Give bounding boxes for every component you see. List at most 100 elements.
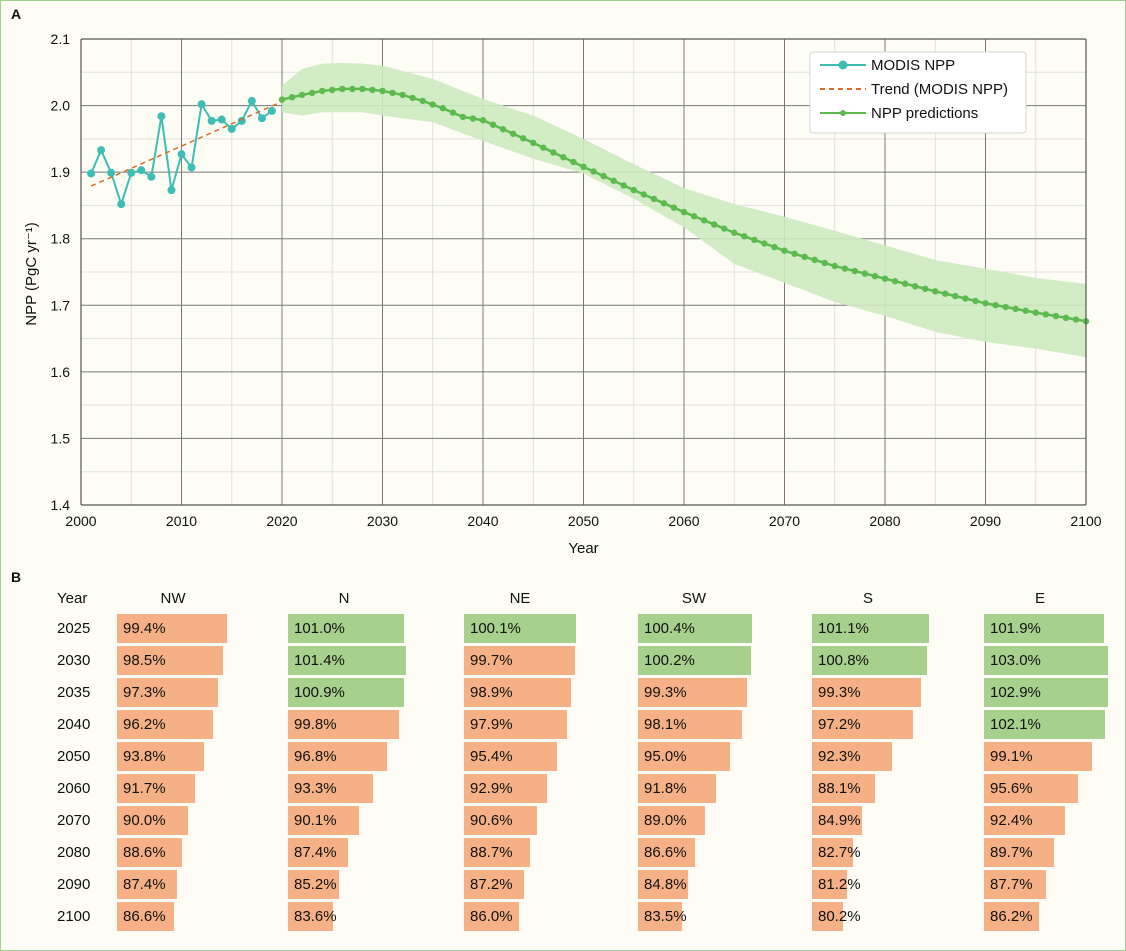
npp-prediction-point (771, 243, 778, 251)
npp-prediction-point (962, 295, 969, 302)
npp-prediction-point (1022, 307, 1029, 314)
x-tick-label: 2040 (467, 513, 498, 529)
npp-prediction-point (389, 89, 396, 97)
y-axis-title: NPP (PgC yr⁻¹) (23, 222, 40, 325)
npp-prediction-point (369, 86, 376, 94)
npp-prediction-point (982, 300, 989, 307)
npp-prediction-point (590, 168, 597, 175)
modis-npp-point (157, 112, 166, 121)
npp-prediction-point (972, 297, 979, 305)
y-tick-label: 1.6 (51, 364, 71, 380)
legend-entry-label: Trend (MODIS NPP) (871, 81, 1008, 98)
modis-npp-point (207, 116, 216, 125)
panel-a-label: A (11, 6, 22, 22)
npp-prediction-point (610, 177, 617, 184)
npp-prediction-point (952, 292, 959, 300)
npp-prediction-point (881, 275, 889, 282)
npp-prediction-point (801, 253, 808, 261)
modis-npp-point (217, 115, 226, 124)
modis-npp-point (247, 96, 256, 105)
npp-prediction-point (419, 97, 426, 105)
npp-prediction-point (781, 247, 788, 254)
modis-npp-point (177, 150, 186, 159)
legend-swatch-marker (840, 110, 846, 116)
npp-prediction-point (349, 85, 356, 93)
npp-prediction-point (640, 191, 647, 198)
npp-prediction-point (600, 172, 607, 180)
npp-prediction-point (1042, 311, 1050, 318)
npp-prediction-point (459, 113, 467, 121)
y-tick-label: 1.8 (51, 231, 71, 247)
modis-npp-point (147, 172, 156, 181)
npp-line-chart: 2000 2010 2020 2030 2040 2050 2060 2070 2080 2090… (23, 31, 1102, 557)
npp-prediction-point (580, 163, 587, 171)
x-tick-label: 2020 (266, 513, 297, 529)
npp-prediction-point (339, 85, 346, 93)
modis-npp-point (187, 163, 196, 172)
x-tick-label: 2010 (166, 513, 197, 529)
modis-npp-point (267, 106, 276, 115)
y-tick-label: 1.5 (51, 430, 71, 446)
npp-prediction-point (1002, 303, 1009, 311)
npp-prediction-point (811, 256, 818, 264)
npp-prediction-point (429, 101, 436, 108)
npp-prediction-point (861, 270, 869, 277)
npp-prediction-point (499, 126, 507, 133)
npp-prediction-point (700, 217, 708, 224)
modis-npp-point (137, 166, 146, 175)
npp-prediction-point (751, 236, 758, 244)
npp-prediction-point (821, 259, 828, 267)
npp-prediction-point (570, 158, 577, 166)
modis-npp-point (227, 124, 236, 133)
modis-npp-point (97, 146, 106, 155)
npp-prediction-point (841, 265, 848, 272)
npp-prediction-point (660, 200, 668, 207)
npp-prediction-point (379, 87, 386, 95)
plot-frame (80, 38, 1087, 506)
x-axis-title: Year (568, 540, 598, 557)
modis-npp-point (117, 200, 126, 209)
npp-prediction-point (741, 233, 748, 240)
y-tick-label: 2.0 (51, 98, 71, 114)
npp-prediction-point (1052, 312, 1060, 320)
npp-prediction-point (650, 195, 658, 203)
modis-trend-line (90, 100, 283, 187)
npp-prediction-point (731, 229, 738, 236)
npp-prediction-point (308, 89, 316, 97)
npp-prediction-point (298, 91, 306, 99)
y-tick-label: 2.1 (51, 31, 71, 47)
y-tick-label: 1.7 (51, 297, 71, 313)
npp-prediction-point (721, 225, 728, 232)
legend-swatch-marker (838, 60, 848, 70)
modis-npp-point (87, 169, 96, 178)
npp-prediction-point (479, 117, 487, 124)
npp-prediction-point (359, 85, 366, 93)
panel-b-label: B (11, 569, 22, 585)
modis-npp-point (197, 100, 206, 109)
modis-npp-point (107, 168, 116, 177)
npp-prediction-point (992, 301, 999, 309)
npp-prediction-point (530, 139, 537, 147)
npp-prediction-point (1062, 314, 1070, 322)
npp-prediction-point (901, 280, 909, 287)
npp-prediction-point (620, 182, 627, 189)
npp-prediction-point (409, 94, 416, 102)
npp-prediction-point (560, 154, 567, 161)
npp-prediction-point (690, 213, 698, 220)
npp-prediction-point (439, 105, 446, 112)
x-tick-label: 2070 (769, 513, 800, 529)
npp-prediction-point (680, 208, 688, 216)
npp-prediction-point (509, 130, 517, 137)
npp-prediction-point (922, 285, 929, 292)
npp-prediction-point (1012, 305, 1019, 313)
npp-prediction-point (791, 250, 798, 257)
modis-npp-point (167, 186, 176, 195)
npp-prediction-point (399, 91, 406, 99)
npp-prediction-point (319, 87, 326, 95)
npp-prediction-point (469, 115, 477, 122)
npp-prediction-point (278, 96, 286, 103)
npp-prediction-point (288, 94, 296, 101)
npp-prediction-point (831, 262, 838, 270)
npp-prediction-point (449, 109, 457, 116)
x-tick-label: 2030 (367, 513, 398, 529)
